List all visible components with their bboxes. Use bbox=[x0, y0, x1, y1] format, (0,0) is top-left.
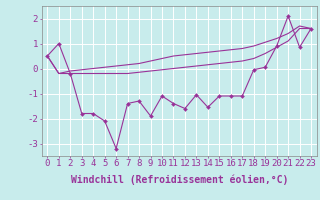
X-axis label: Windchill (Refroidissement éolien,°C): Windchill (Refroidissement éolien,°C) bbox=[70, 174, 288, 185]
